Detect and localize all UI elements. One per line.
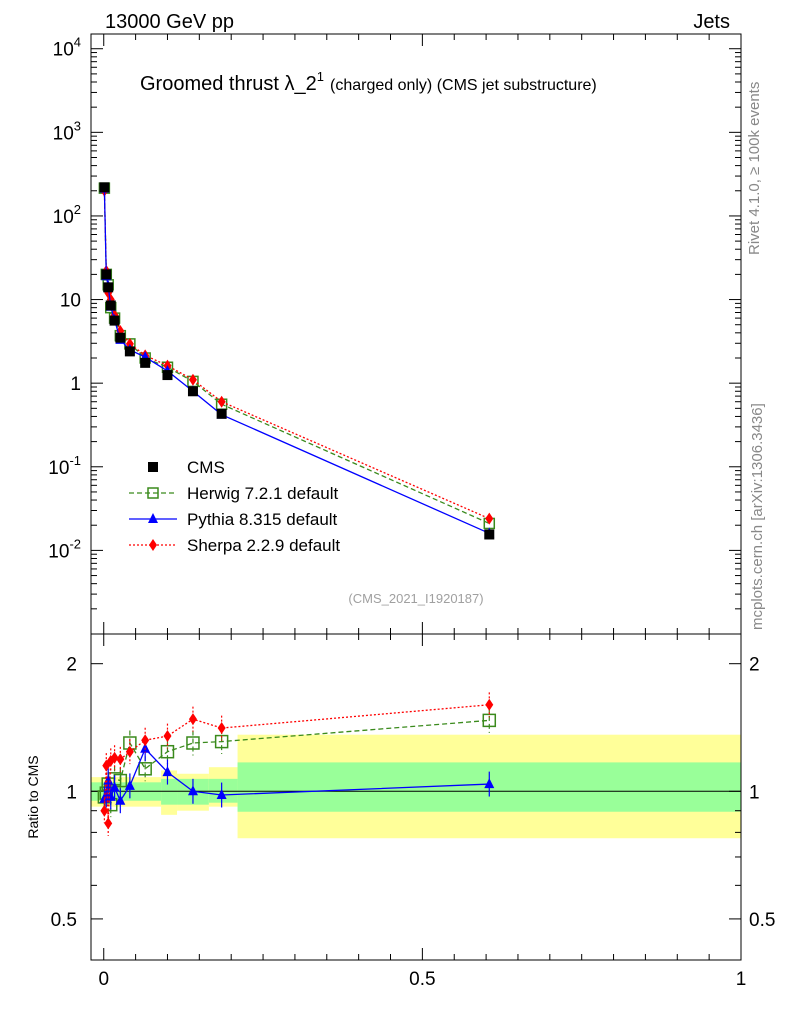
mcplots-label: mcplots.cern.ch [arXiv:1306.3436] bbox=[749, 403, 766, 630]
legend-cms-label: CMS bbox=[187, 458, 225, 477]
ratio-panel: 0.5 0.51 12 2 Ratio to CMS 0 0.5 1 bbox=[25, 633, 775, 990]
sherpa-point bbox=[485, 512, 494, 525]
energy-label: 13000 GeV pp bbox=[105, 11, 234, 33]
legend-herwig-marker bbox=[147, 487, 159, 499]
x-tick-label: 0.5 bbox=[409, 969, 435, 990]
ratio-y-tick-label: 2 bbox=[66, 655, 77, 676]
legend-sherpa-marker bbox=[149, 539, 157, 551]
y-tick-label: 102 bbox=[53, 202, 81, 228]
category-label: Jets bbox=[693, 11, 730, 33]
legend-cms-marker bbox=[148, 462, 158, 472]
ratio-pythia-point bbox=[187, 785, 198, 796]
x-tick-labels: 0 0.5 1 bbox=[98, 969, 746, 990]
plot-title-text: Groomed thrust λ_2 bbox=[140, 73, 317, 95]
cms-point bbox=[216, 408, 227, 419]
cms-point bbox=[162, 370, 173, 381]
sherpa-point bbox=[217, 395, 226, 408]
herwig-line bbox=[103, 188, 490, 525]
rivet-version-label: Rivet 4.1.0, ≥ 100k events bbox=[746, 82, 763, 255]
y-tick-label: 104 bbox=[53, 35, 81, 61]
ratio-herwig-point bbox=[186, 736, 200, 750]
cms-point bbox=[109, 315, 120, 326]
ratio-sherpa-point bbox=[116, 753, 125, 766]
main-series bbox=[98, 182, 496, 540]
ratio-pythia-point bbox=[109, 781, 120, 792]
ratio-herwig-point bbox=[160, 744, 175, 759]
cms-point bbox=[140, 357, 151, 368]
pythia-line bbox=[103, 188, 490, 534]
ratio-sherpa-point bbox=[100, 804, 109, 817]
cms-point bbox=[124, 346, 135, 357]
ratio-y-tick-label-right: 2 bbox=[749, 655, 760, 676]
plot-title-detail: (charged only) (CMS jet substructure) bbox=[330, 77, 597, 94]
cms-point bbox=[105, 300, 116, 311]
ratio-pythia-point bbox=[162, 766, 173, 777]
ratio-inner-band bbox=[208, 778, 238, 803]
cms-point bbox=[103, 282, 114, 293]
plot-title-superscript: 1 bbox=[317, 69, 324, 84]
ratio-herwig-point bbox=[482, 713, 497, 728]
ratio-sherpa-point bbox=[104, 817, 113, 830]
cms-point bbox=[115, 332, 126, 343]
ratio-pythia-point bbox=[115, 794, 126, 805]
ratio-y-tick-label-right: 1 bbox=[749, 782, 760, 803]
ratio-y-tick-label: 1 bbox=[66, 782, 77, 803]
y-tick-label: 10-2 bbox=[48, 536, 81, 562]
ratio-sherpa-point bbox=[110, 751, 119, 764]
ratio-y-tick-label-right: 0.5 bbox=[749, 910, 775, 931]
ratio-frame bbox=[90, 633, 742, 961]
ratio-axis-ticks: 0.5 0.5 1 1 2 2 bbox=[51, 634, 775, 960]
ratio-pythia-point bbox=[216, 789, 227, 800]
y-tick-label: 10 bbox=[60, 291, 81, 312]
ratio-series bbox=[97, 692, 497, 836]
y-tick-label: 10-1 bbox=[48, 453, 81, 479]
legend-sherpa-label: Sherpa 2.2.9 default bbox=[187, 536, 340, 555]
sherpa-line bbox=[103, 190, 490, 520]
ratio-pythia-point bbox=[484, 778, 495, 789]
y-tick-label: 1 bbox=[70, 374, 81, 395]
cms-point bbox=[187, 386, 198, 397]
x-tick-label: 0 bbox=[98, 969, 109, 990]
legend-pythia-label: Pythia 8.315 default bbox=[187, 510, 338, 529]
cms-point bbox=[484, 529, 495, 540]
x-tick-label: 1 bbox=[736, 969, 747, 990]
cms-point bbox=[101, 269, 112, 280]
ratio-herwig-point bbox=[138, 762, 152, 776]
ratio-axis-label: Ratio to CMS bbox=[25, 755, 41, 838]
ratio-sherpa-point bbox=[125, 745, 134, 758]
legend-pythia-marker bbox=[148, 513, 158, 523]
cms-point bbox=[99, 182, 110, 193]
ratio-pythia-point bbox=[124, 779, 135, 790]
ratio-herwig-point bbox=[214, 734, 229, 749]
ratio-sherpa-point bbox=[188, 713, 197, 726]
y-tick-label: 103 bbox=[53, 118, 81, 144]
plot-title: Groomed thrust λ_21 (charged only) (CMS j… bbox=[140, 69, 597, 95]
sherpa-point bbox=[188, 373, 197, 386]
ratio-pythia-point bbox=[105, 790, 116, 801]
ratio-sherpa-point bbox=[163, 730, 172, 743]
ratio-sherpa-point bbox=[485, 698, 494, 711]
ratio-sherpa-point bbox=[141, 734, 150, 747]
legend: CMS Herwig 7.2.1 default Pythia 8.315 defa… bbox=[129, 458, 340, 555]
ratio-sherpa-point bbox=[217, 722, 226, 735]
ratio-sherpa-line bbox=[103, 704, 490, 824]
ratio-y-tick-label: 0.5 bbox=[51, 910, 77, 931]
analysis-id-label: (CMS_2021_I1920187) bbox=[348, 591, 483, 606]
main-axis-ticks: 10-2 10-1 1 10 102 103 104 bbox=[48, 34, 742, 635]
legend-herwig-label: Herwig 7.2.1 default bbox=[187, 484, 338, 503]
